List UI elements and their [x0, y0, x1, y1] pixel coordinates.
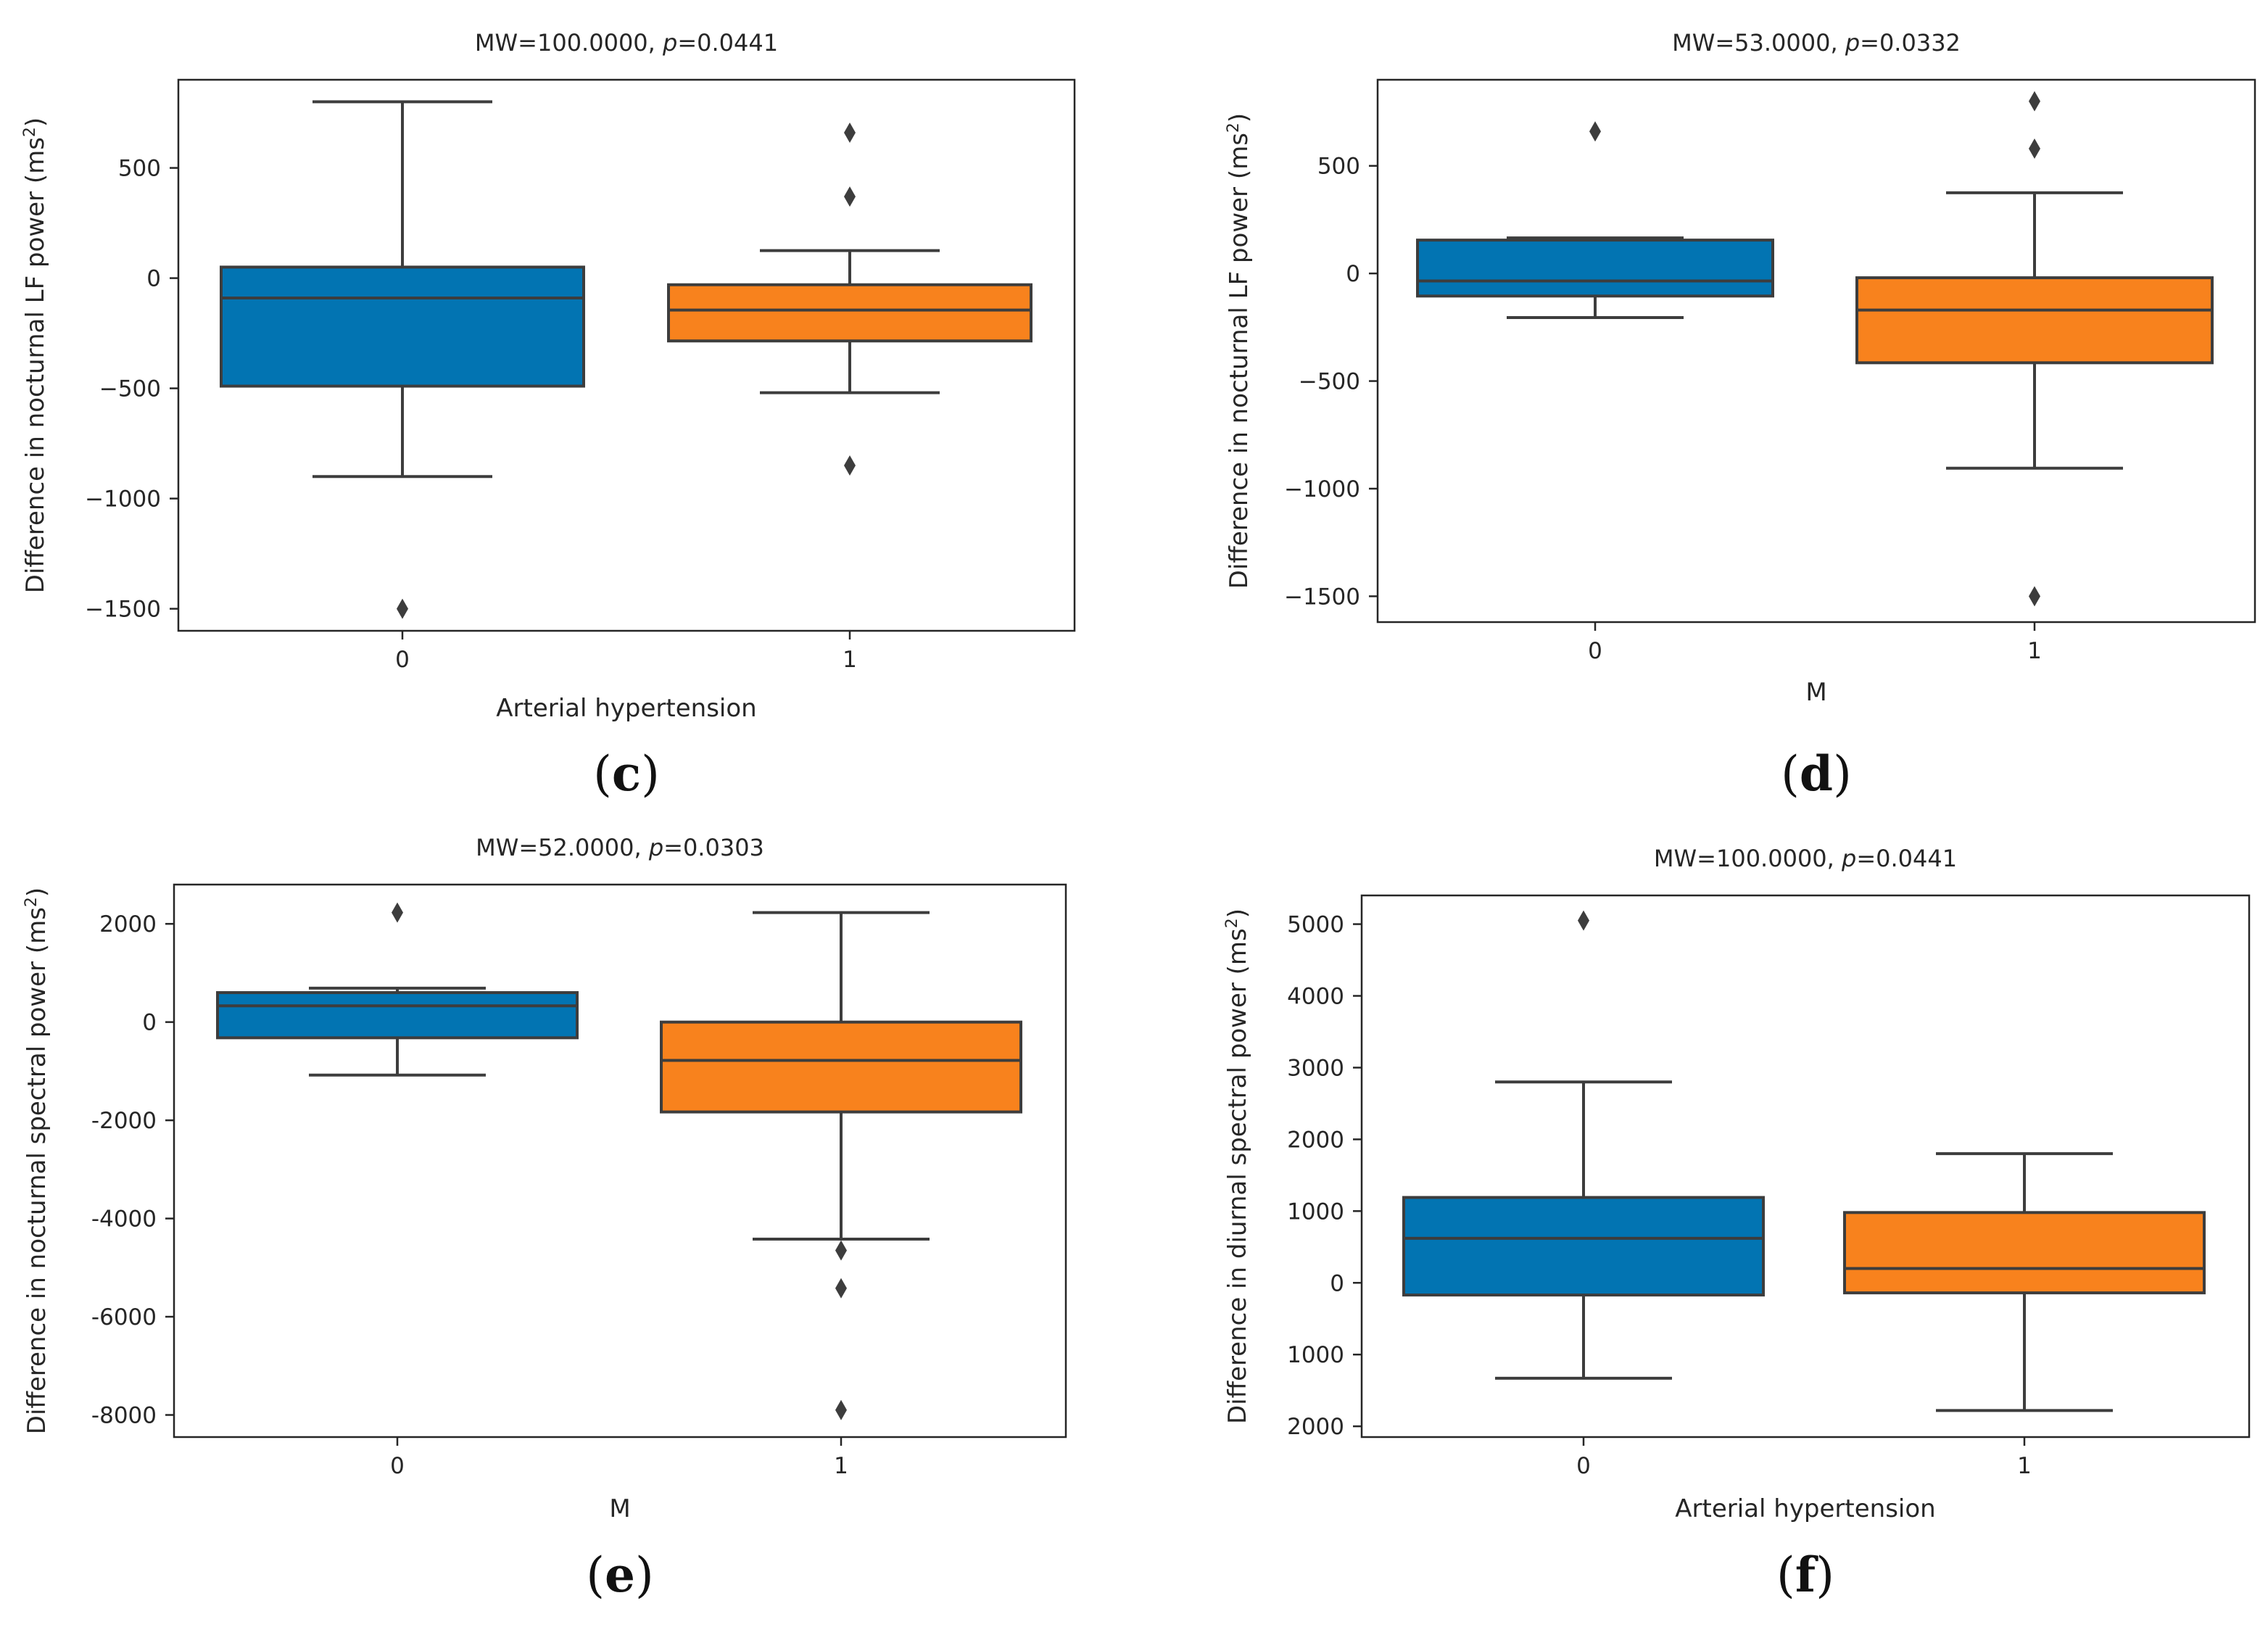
y-tick-label: 2000 — [99, 911, 157, 937]
box-iqr — [667, 283, 1032, 343]
y-axis-label: Difference in diurnal spectral power (ms… — [1223, 908, 1253, 1424]
box-iqr — [1416, 239, 1774, 298]
x-axis-label: M — [609, 1494, 630, 1523]
panel-label: (f) — [1776, 1547, 1834, 1603]
y-tick-label: 0 — [142, 1010, 157, 1036]
chart-panel-e: MW=52.0000, p=0.0303 2000 0 -2000 -4000 -6000… — [22, 834, 1067, 1603]
outlier-point — [835, 1399, 847, 1420]
outlier-point — [2029, 586, 2040, 607]
x-tick-label: 0 — [390, 1453, 405, 1479]
panel-label: (e) — [586, 1547, 654, 1603]
y-axis-label: Difference in nocturnal LF power (ms2) — [1225, 113, 1254, 589]
y-tick-label: 0 — [1346, 261, 1360, 287]
box-group-0 — [1416, 121, 1774, 319]
x-tick-label: 0 — [1588, 638, 1602, 664]
chart-panel-f: MW=100.0000, p=0.04415000400030002000100… — [1223, 845, 2251, 1603]
box-iqr — [220, 265, 585, 388]
plot-frame — [177, 78, 1076, 632]
y-tick-label: −500 — [99, 376, 161, 402]
outlier-point — [844, 186, 856, 207]
y-tick-label: 500 — [1317, 154, 1360, 180]
outlier-point — [1589, 121, 1601, 142]
outlier-point — [844, 122, 856, 143]
outlier-point — [844, 455, 856, 476]
y-tick-label: 500 — [118, 156, 161, 182]
y-tick-label: 1000 — [1287, 1342, 1344, 1368]
x-tick-label: 1 — [843, 647, 857, 673]
x-tick-label: 1 — [2017, 1453, 2032, 1479]
plot-frame — [173, 883, 1067, 1439]
y-tick-label: 2000 — [1287, 1414, 1344, 1440]
y-tick-label: -2000 — [91, 1108, 157, 1134]
box-group-1 — [1855, 91, 2214, 607]
y-tick-label: −1000 — [1284, 476, 1360, 502]
outlier-point — [2029, 91, 2040, 112]
outlier-point — [835, 1240, 847, 1261]
y-tick-label: 3000 — [1287, 1055, 1344, 1081]
x-axis-label: M — [1805, 678, 1826, 707]
box-iqr — [1402, 1196, 1765, 1297]
panel-label: (c) — [593, 745, 660, 802]
outlier-point — [392, 902, 403, 923]
box-iqr — [660, 1020, 1022, 1114]
y-tick-label: 1000 — [1287, 1199, 1344, 1225]
plot-frame — [1376, 78, 2256, 624]
plot-frame — [1360, 894, 2251, 1439]
outlier-point — [835, 1278, 847, 1299]
box-group-1 — [667, 122, 1032, 476]
y-tick-label: 0 — [1330, 1270, 1344, 1296]
y-tick-label: 2000 — [1287, 1127, 1344, 1153]
y-tick-label: −1500 — [85, 597, 161, 623]
y-tick-label: 0 — [146, 266, 161, 292]
y-tick-label: −1500 — [1284, 584, 1360, 610]
outlier-point — [2029, 138, 2040, 159]
box-iqr — [216, 991, 579, 1040]
box-group-1 — [660, 911, 1022, 1420]
box-group-0 — [216, 902, 579, 1077]
y-axis-label: Difference in nocturnal spectral power (… — [22, 887, 52, 1434]
box-iqr — [1855, 276, 2214, 365]
y-tick-label: −1000 — [85, 487, 161, 513]
box-iqr — [1843, 1211, 2206, 1295]
y-tick-label: -6000 — [91, 1304, 157, 1330]
panel-label: (d) — [1781, 745, 1852, 802]
box-group-0 — [220, 100, 585, 619]
y-axis-label: Difference in nocturnal LF power (ms2) — [21, 117, 51, 593]
x-tick-label: 1 — [834, 1453, 848, 1479]
x-tick-label: 1 — [2027, 638, 2042, 664]
x-tick-label: 0 — [1576, 1453, 1591, 1479]
box-group-0 — [1402, 910, 1765, 1380]
chart-panel-c: MW=100.0000, p=0.0441 500 0 −500 −1000 −1500 0… — [21, 29, 1076, 802]
x-tick-label: 0 — [395, 647, 410, 673]
chart-panel-d: MW=53.0000, p=0.0332 500 0 −500 −1000 −1500 0 1… — [1225, 29, 2256, 802]
chart-title: MW=100.0000, p=0.0441 — [475, 29, 778, 57]
y-tick-label: -8000 — [91, 1403, 157, 1429]
y-tick-label: -4000 — [91, 1206, 157, 1233]
x-axis-label: Arterial hypertension — [496, 694, 756, 723]
outlier-point — [397, 598, 408, 619]
outlier-point — [1578, 910, 1589, 931]
y-tick-label: −500 — [1299, 369, 1360, 395]
box-group-1 — [1843, 1152, 2206, 1412]
chart-title: MW=100.0000, p=0.0441 — [1654, 845, 1957, 872]
y-tick-label: 5000 — [1287, 912, 1344, 938]
y-tick-label: 4000 — [1287, 984, 1344, 1010]
chart-title: MW=52.0000, p=0.0303 — [476, 834, 764, 861]
x-axis-label: Arterial hypertension — [1675, 1494, 1935, 1523]
chart-title: MW=53.0000, p=0.0332 — [1672, 29, 1961, 57]
